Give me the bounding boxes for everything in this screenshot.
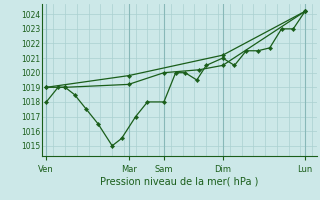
X-axis label: Pression niveau de la mer( hPa ): Pression niveau de la mer( hPa ) [100, 177, 258, 187]
